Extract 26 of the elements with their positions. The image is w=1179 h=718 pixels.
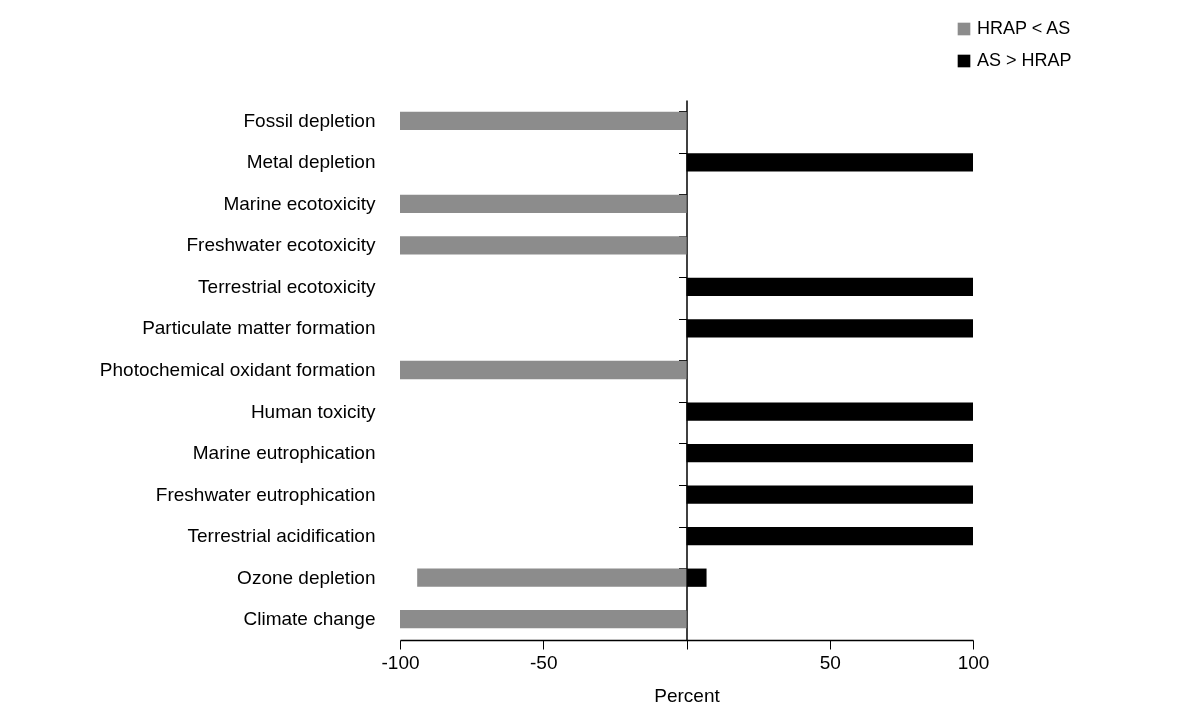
y-tick-label: Human toxicity — [250, 400, 376, 422]
bar — [400, 360, 687, 380]
x-tick-label: 100 — [957, 651, 990, 673]
legend-label: HRAP < AS — [977, 18, 1071, 38]
x-tick-label: 50 — [819, 651, 841, 673]
x-tick-label: -100 — [381, 651, 420, 673]
y-tick-label: Climate change — [243, 608, 376, 630]
y-tick-label: Marine ecotoxicity — [223, 192, 376, 214]
bar — [400, 610, 687, 629]
bar — [400, 236, 687, 255]
y-tick-label: Metal depletion — [246, 151, 376, 173]
y-tick-label: Marine eutrophication — [192, 442, 376, 464]
y-tick-label: Terrestrial acidification — [187, 525, 376, 547]
y-tick-label: Photochemical oxidant formation — [99, 359, 376, 380]
bar — [400, 194, 687, 213]
y-tick-label: Fossil depletion — [243, 109, 376, 131]
y-tick-label: Freshwater ecotoxicity — [186, 234, 376, 256]
y-tick-label: Ozone depletion — [237, 566, 376, 588]
bar — [417, 568, 687, 587]
x-axis-title: Percent — [654, 684, 721, 706]
y-tick-label: Freshwater eutrophication — [155, 483, 376, 505]
y-tick-label: Particulate matter formation — [142, 317, 376, 339]
x-tick-label: -50 — [530, 651, 558, 673]
legend-label: AS > HRAP — [977, 50, 1072, 70]
y-tick-label: Terrestrial ecotoxicity — [198, 275, 376, 297]
bar — [400, 111, 687, 130]
